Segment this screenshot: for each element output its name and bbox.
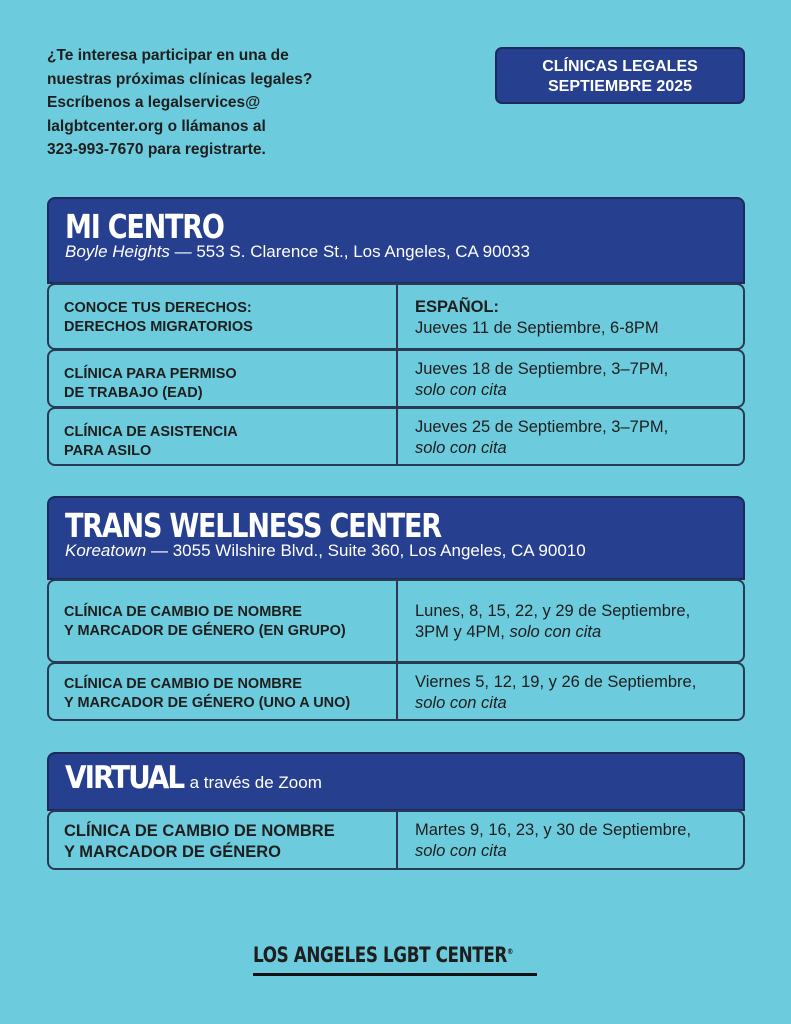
intro-line: ¿Te interesa participar en una de xyxy=(47,47,289,64)
clinic-name: CLÍNICA DE ASISTENCIA PARA ASILO xyxy=(49,409,398,464)
intro-line: 323-993-7670 para registrarte. xyxy=(47,141,266,158)
clinic-schedule: Lunes, 8, 15, 22, y 29 de Septiembre, 3PM… xyxy=(415,602,691,641)
section-title: MI CENTRO xyxy=(65,207,225,246)
intro-text: ¿Te interesa participar en una de nuestr… xyxy=(47,44,377,162)
clinic-name: CLÍNICA DE CAMBIO DE NOMBRE Y MARCADOR DE… xyxy=(49,664,398,719)
clinic-row: CLÍNICA DE CAMBIO DE NOMBRE Y MARCADOR DE… xyxy=(47,579,745,663)
section-subtitle: a través de Zoom xyxy=(189,773,322,792)
clinic-schedule: Jueves 25 de Septiembre, 3–7PM, solo con … xyxy=(415,418,669,457)
clinic-row: CLÍNICA DE CAMBIO DE NOMBRE Y MARCADOR DE… xyxy=(47,810,745,870)
badge-line: SEPTIEMBRE 2025 xyxy=(547,78,693,95)
address: — 3055 Wilshire Blvd., Suite 360, Los An… xyxy=(146,541,586,560)
clinic-schedule: Martes 9, 16, 23, y 30 de Septiembre, sol… xyxy=(415,821,692,860)
section-address: Boyle Heights — 553 S. Clarence St., Los… xyxy=(65,242,743,262)
clinic-name: CLÍNICA PARA PERMISO DE TRABAJO (EAD) xyxy=(49,351,398,406)
neighborhood: Koreatown xyxy=(65,541,147,560)
section-header-mi-centro: MI CENTRO Boyle Heights — 553 S. Clarenc… xyxy=(47,197,745,284)
clinic-name: CLÍNICA DE CAMBIO DE NOMBRE Y MARCADOR DE… xyxy=(49,581,398,661)
clinic-schedule: Viernes 5, 12, 19, y 26 de Septiembre, so… xyxy=(415,673,697,712)
section-address: Koreatown — 3055 Wilshire Blvd., Suite 3… xyxy=(65,541,743,561)
intro-line: lalgbtcenter.org o llámanos al xyxy=(47,117,266,135)
lgbt-center-logo: LOS ANGELES LGBT CENTER® xyxy=(253,943,513,967)
clinic-row: CLÍNICA DE CAMBIO DE NOMBRE Y MARCADOR DE… xyxy=(47,662,745,721)
section-header-virtual: VIRTUAL a través de Zoom xyxy=(47,752,745,811)
badge-line: CLÍNICAS LEGALES xyxy=(542,58,698,75)
date-badge: CLÍNICAS LEGALES SEPTIEMBRE 2025 xyxy=(495,47,745,104)
clinic-row: CONOCE TUS DERECHOS: DERECHOS MIGRATORIOS… xyxy=(47,283,745,350)
clinic-row: CLÍNICA PARA PERMISO DE TRABAJO (EAD) Jue… xyxy=(47,349,745,408)
intro-line: nuestras próximas clínicas legales? xyxy=(47,70,313,88)
address: — 553 S. Clarence St., Los Angeles, CA 9… xyxy=(169,242,530,261)
section-title: TRANS WELLNESS CENTER xyxy=(65,506,442,545)
clinic-schedule: Jueves 18 de Septiembre, 3–7PM, solo con … xyxy=(415,360,669,399)
section-header-trans-wellness: TRANS WELLNESS CENTER Koreatown — 3055 W… xyxy=(47,496,745,580)
clinic-name: CLÍNICA DE CAMBIO DE NOMBRE Y MARCADOR DE… xyxy=(49,812,398,868)
neighborhood: Boyle Heights xyxy=(65,242,170,261)
logo-underline xyxy=(253,973,537,976)
clinic-row: CLÍNICA DE ASISTENCIA PARA ASILO Jueves 2… xyxy=(47,407,745,466)
section-title: VIRTUAL xyxy=(65,760,185,796)
clinic-schedule: ESPAÑOL: Jueves 11 de Septiembre, 6-8PM xyxy=(415,298,659,337)
clinic-name: CONOCE TUS DERECHOS: DERECHOS MIGRATORIOS xyxy=(49,285,398,348)
intro-line: Escríbenos a legalservices@ xyxy=(47,94,261,111)
